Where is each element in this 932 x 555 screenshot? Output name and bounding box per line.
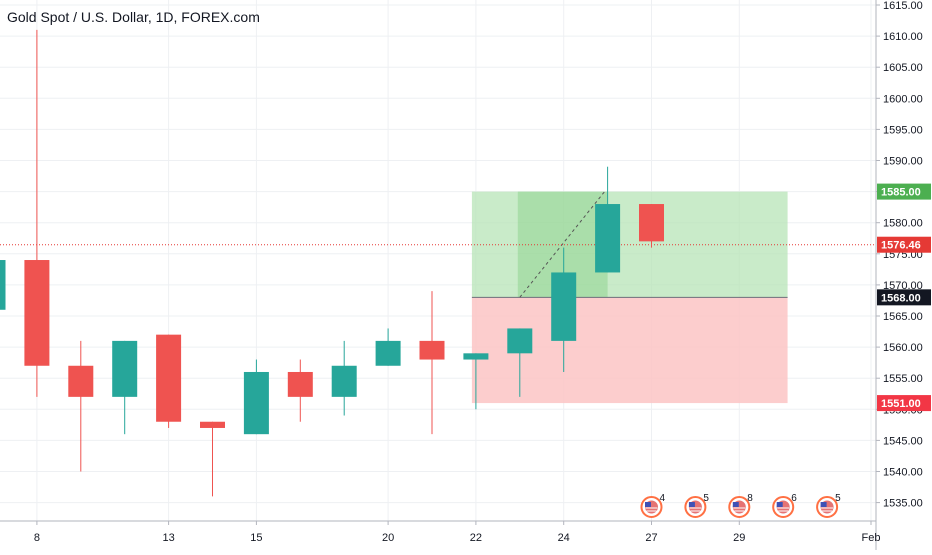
candle-11[interactable] — [463, 353, 489, 410]
y-tick-label: 1545.00 — [883, 435, 923, 447]
economic-event-icon[interactable]: 8 — [728, 493, 753, 518]
candle-7[interactable] — [287, 359, 313, 422]
target-price-label: 1585.00 — [877, 183, 931, 200]
candle-body — [200, 421, 225, 428]
stop-price-label-text: 1551.00 — [881, 398, 921, 410]
candle-body — [639, 204, 664, 242]
candle-body — [375, 340, 401, 366]
current-price-label: 1576.46 — [877, 236, 931, 253]
candle-1[interactable] — [24, 29, 50, 397]
event-count: 5 — [835, 493, 841, 504]
flag-canton — [732, 502, 739, 507]
y-tick-label: 1615.00 — [883, 0, 923, 12]
x-tick-label: 20 — [382, 532, 394, 544]
event-count: 6 — [791, 493, 797, 504]
y-tick-label: 1580.00 — [883, 218, 923, 230]
x-tick-label: Feb — [862, 532, 881, 544]
candle-body — [331, 365, 357, 397]
x-tick-label: 27 — [645, 532, 657, 544]
flag-canton — [820, 502, 827, 507]
economic-event-icon[interactable]: 5 — [816, 493, 841, 518]
candle-body — [24, 260, 50, 366]
chart-title: Gold Spot / U.S. Dollar, 1D, FOREX.com — [7, 9, 260, 25]
entry-price-label-bg — [877, 289, 931, 306]
y-tick-label: 1560.00 — [883, 342, 923, 354]
flag-canton — [776, 502, 783, 507]
candle-body — [551, 272, 577, 341]
candle-3[interactable] — [112, 340, 138, 435]
candle-5[interactable] — [200, 421, 225, 497]
target-price-label-text: 1585.00 — [881, 187, 921, 199]
target-price-label-bg — [877, 183, 931, 200]
economic-event-icon[interactable]: 6 — [772, 493, 797, 518]
y-tick-label: 1570.00 — [883, 280, 923, 292]
candle-9[interactable] — [375, 328, 401, 366]
y-tick-label: 1610.00 — [883, 31, 923, 43]
entry-price-label-text: 1568.00 — [881, 292, 921, 304]
y-tick-label: 1535.00 — [883, 498, 923, 510]
candle-body — [419, 340, 445, 360]
candle-body — [507, 328, 533, 354]
economic-event-icon[interactable]: 4 — [640, 493, 666, 518]
candle-2[interactable] — [68, 340, 94, 472]
x-tick-label: 15 — [250, 532, 262, 544]
event-count: 8 — [747, 493, 753, 504]
stop-price-label: 1551.00 — [877, 395, 931, 412]
x-tick-label: 24 — [558, 532, 570, 544]
candle-12[interactable] — [507, 328, 533, 397]
candle-body — [156, 334, 182, 422]
x-tick-label: 13 — [162, 532, 174, 544]
economic-event-icon[interactable]: 5 — [684, 493, 709, 518]
candle-body — [112, 340, 138, 397]
y-tick-label: 1600.00 — [883, 93, 923, 105]
candle-15[interactable] — [639, 204, 664, 248]
candle-0[interactable] — [0, 260, 6, 316]
x-tick-label: 29 — [733, 532, 745, 544]
y-tick-label: 1555.00 — [883, 373, 923, 385]
candle-body — [287, 371, 313, 397]
entry-price-label: 1568.00 — [877, 289, 931, 306]
candle-14[interactable] — [595, 166, 621, 273]
flag-canton — [688, 502, 695, 507]
y-tick-label: 1605.00 — [883, 62, 923, 74]
candle-body — [0, 260, 6, 310]
current-price-label-text: 1576.46 — [881, 240, 921, 252]
candle-10[interactable] — [419, 291, 445, 435]
y-tick-label: 1595.00 — [883, 124, 923, 136]
candle-body — [68, 365, 94, 397]
y-tick-label: 1565.00 — [883, 311, 923, 323]
candle-6[interactable] — [243, 359, 269, 435]
x-tick-label: 22 — [470, 532, 482, 544]
flag-canton — [645, 502, 651, 507]
stop-price-label-bg — [877, 395, 931, 412]
x-tick-label: 8 — [34, 532, 40, 544]
current-price-label-bg — [877, 236, 931, 253]
y-tick-label: 1540.00 — [883, 467, 923, 479]
event-count: 4 — [660, 493, 666, 504]
candle-8[interactable] — [331, 340, 357, 416]
candle-13[interactable] — [551, 247, 577, 372]
trade-path-line — [519, 191, 605, 298]
candle-4[interactable] — [156, 334, 182, 428]
candle-body — [463, 353, 489, 360]
candle-body — [243, 371, 269, 435]
candle-body — [595, 204, 621, 273]
y-tick-label: 1590.00 — [883, 156, 923, 168]
event-count: 5 — [703, 493, 709, 504]
